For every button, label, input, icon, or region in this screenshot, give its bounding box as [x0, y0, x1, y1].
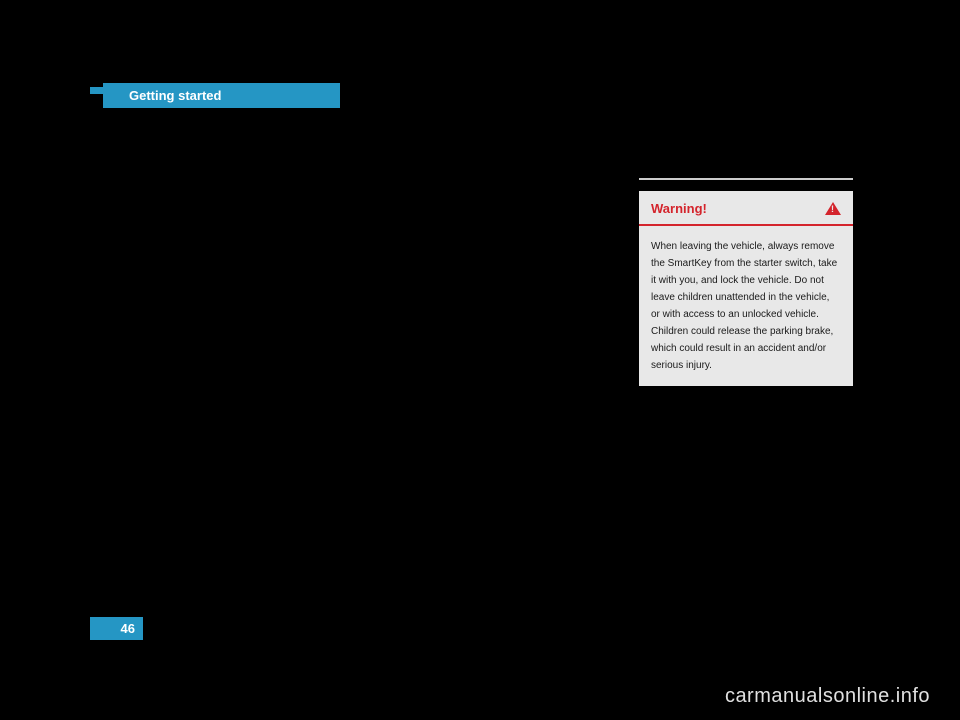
- watermark-text: carmanualsonline.info: [725, 685, 930, 708]
- warning-box: Warning! When leaving the vehicle, alway…: [639, 178, 853, 386]
- warning-top-divider: [639, 178, 853, 180]
- header-notch: [90, 87, 103, 94]
- header-bar: Getting started: [103, 83, 340, 108]
- page-number: 46: [121, 621, 135, 636]
- warning-header: Warning!: [639, 191, 853, 226]
- page-number-box: 46: [90, 617, 143, 640]
- warning-title: Warning!: [651, 201, 707, 216]
- warning-body-text: When leaving the vehicle, always remove …: [639, 226, 853, 386]
- warning-triangle-icon: [825, 202, 841, 215]
- header-title: Getting started: [129, 88, 221, 103]
